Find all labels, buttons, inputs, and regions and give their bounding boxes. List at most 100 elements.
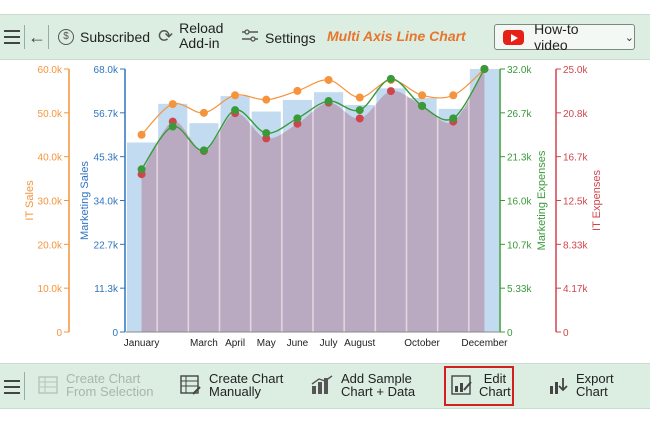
axis-it-expenses-tick-label: 12.5k [563,197,588,208]
export-chart-button[interactable]: Export Chart [548,372,614,398]
howto-video-dropdown[interactable]: How-to video ⌄ [494,21,635,53]
axis-it-sales-tick-label: 0 [56,328,62,339]
point-it-expenses [355,114,364,123]
subscribed-button[interactable]: $ Subscribed [58,29,150,45]
axis-it-sales-tick-label: 50.0k [38,109,63,120]
settings-sliders-icon [242,29,258,46]
point-marketing-expenses [137,165,146,174]
x-tick-label: August [344,338,375,349]
axis-it-sales-tick-label: 20.0k [38,240,63,251]
axis-marketing-expenses-tick-label: 0 [507,328,513,339]
menu-icon[interactable] [4,30,20,44]
axis-marketing-expenses-tick-label: 21.3k [507,153,532,164]
export-chart-line1: Export [576,371,614,386]
toolbar-divider [48,25,49,49]
axis-it-sales-tick-label: 10.0k [38,284,63,295]
edit-chart-button[interactable]: Edit Chart [451,372,511,398]
axis-it-sales-tick-label: 40.0k [38,153,63,164]
axis-it-expenses-tick-label: 0 [563,328,569,339]
point-marketing-expenses [199,146,208,155]
point-marketing-expenses [293,114,302,123]
export-chart-line2: Chart [576,384,608,399]
axis-label-marketing-sales: Marketing Sales [79,161,91,240]
multi-axis-line-chart: 0 10.0k 20.0k 30.0k 40.0k 50.0k 60.0k 0 11.3k 22.… [24,65,603,349]
bottom-toolbar: Create Chart From Selection Create Chart… [0,363,650,409]
axis-label-it-sales: IT Sales [24,180,36,221]
create-manually-line1: Create Chart [209,371,284,386]
axis-marketing-sales-tick-label: 11.3k [94,284,119,295]
point-it-sales [418,91,427,100]
axis-marketing-expenses-tick-label: 32.0k [507,65,532,76]
settings-button[interactable]: Settings [242,29,316,46]
axis-marketing-expenses-tick-label: 5.33k [507,284,532,295]
point-marketing-expenses [418,101,427,110]
point-it-sales [293,86,302,95]
point-marketing-expenses [262,129,271,138]
axis-it-expenses-tick-label: 8.33k [563,240,588,251]
edit-chart-highlight [444,366,514,406]
x-tick-label: May [257,338,276,349]
axis-marketing-sales-tick-label: 45.3k [94,153,119,164]
axis-label-it-expenses: IT Expenses [591,170,603,231]
reload-icon: ⟳ [158,25,174,46]
create-from-selection-line2: From Selection [66,384,154,399]
axis-marketing-sales-tick-label: 68.0k [94,65,119,76]
howto-label: How-to video [534,21,579,53]
axis-label-marketing-expenses: Marketing Expenses [536,150,548,250]
reload-label-line1: Reload [179,20,224,36]
toolbar-divider [24,372,25,400]
axis-marketing-sales-tick-label: 0 [112,328,118,339]
point-it-sales [199,108,208,117]
point-it-sales [168,100,177,109]
axis-marketing-sales-tick-label: 22.7k [94,240,119,251]
top-toolbar: ← $ Subscribed ⟳ Reload Add-in Settings … [0,14,650,60]
edit-chart-line2: Chart [479,384,511,399]
create-chart-manually-button[interactable]: Create Chart Manually [180,372,283,398]
add-sample-line1: Add Sample [341,371,412,386]
point-it-sales [231,91,240,100]
add-sample-chart-button[interactable]: Add Sample Chart + Data [310,372,415,398]
export-chart-icon [548,374,570,396]
create-from-selection-line1: Create Chart [66,371,141,386]
point-marketing-expenses [449,114,458,123]
axis-it-expenses-tick-label: 16.7k [563,153,588,164]
x-tick-label: June [287,338,309,349]
dollar-circle-icon: $ [58,29,74,45]
menu-icon[interactable] [4,380,20,394]
table-edit-icon [180,374,202,396]
axis-it-expenses-tick-label: 4.17k [563,284,588,295]
axis-it-sales-tick-label: 60.0k [38,65,63,76]
point-marketing-expenses [386,74,395,83]
axis-marketing-sales-tick-label: 56.7k [94,109,119,120]
edit-chart-line1: Edit [483,371,507,386]
point-marketing-expenses [480,65,489,73]
point-marketing-expenses [231,106,240,115]
point-marketing-expenses [324,97,333,106]
edit-chart-icon [451,374,473,396]
point-it-expenses [386,87,395,96]
point-it-sales [324,75,333,84]
add-sample-line2: Chart + Data [341,384,416,399]
point-it-sales [355,93,364,102]
axis-it-sales-tick-label: 30.0k [38,197,63,208]
table-grid-icon [38,375,58,395]
point-it-sales [262,95,271,104]
reload-label-line2: Add-in [179,35,220,51]
subscribed-label: Subscribed [80,29,151,45]
reload-addin-button[interactable]: ⟳ Reload Add-in [158,21,223,51]
back-arrow-icon[interactable]: ← [28,27,46,47]
point-marketing-expenses [168,122,177,131]
create-chart-from-selection-button[interactable]: Create Chart From Selection [38,372,153,398]
create-manually-line2: Manually [209,384,262,399]
x-tick-label: March [190,338,218,349]
youtube-icon [503,29,525,45]
axis-it-expenses-tick-label: 25.0k [563,65,588,76]
chevron-down-icon: ⌄ [624,31,634,44]
point-marketing-expenses [355,106,364,115]
axis-marketing-expenses-tick-label: 10.7k [507,240,532,251]
chart-type-title: Multi Axis Line Chart [327,28,466,44]
axis-marketing-sales-tick-label: 34.0k [94,197,119,208]
sample-chart-icon [310,374,334,396]
x-tick-label: July [320,338,338,349]
x-tick-label: January [124,338,160,349]
